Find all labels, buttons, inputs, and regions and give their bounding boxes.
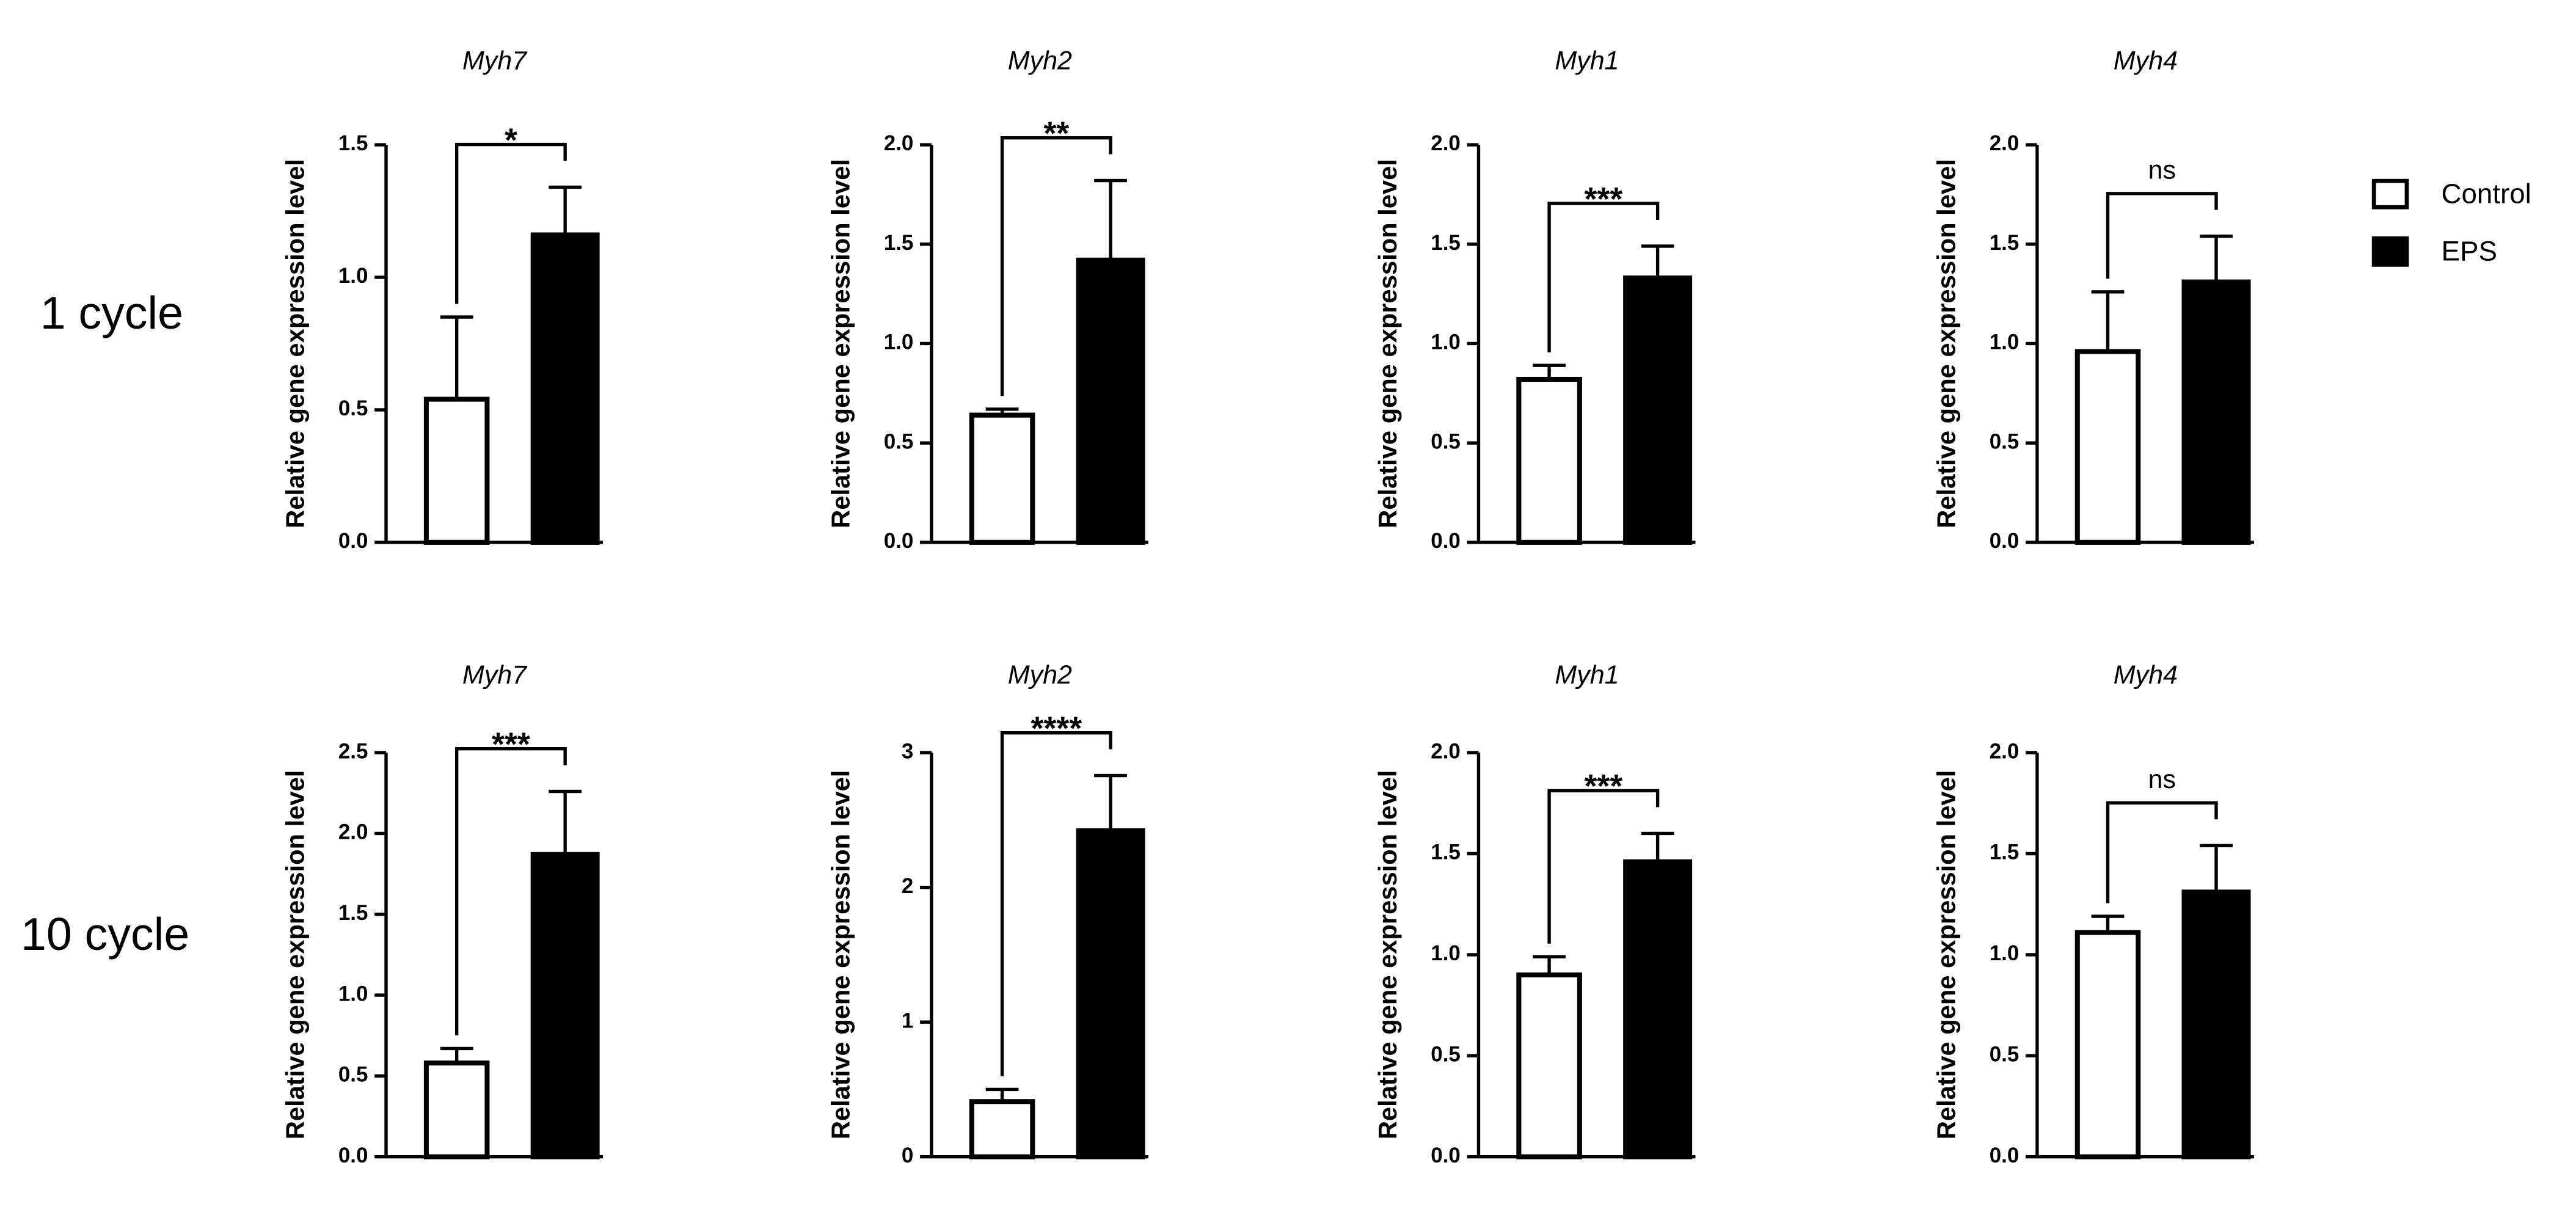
y-tick-label: 2.0: [1990, 131, 2020, 155]
y-tick-label: 2.0: [338, 820, 368, 844]
bar: [423, 396, 490, 545]
y-axis-label: Relative gene expression level: [826, 770, 855, 1140]
chart-title: Myh7: [462, 660, 528, 690]
significance-bracket: [1547, 789, 1660, 944]
y-axis-label: Relative gene expression level: [826, 159, 855, 528]
bar: [2074, 349, 2141, 545]
y-axis-label: Relative gene expression level: [1932, 159, 1960, 528]
y-tick-label: 1.0: [338, 982, 368, 1005]
y-tick-label: 1.5: [338, 131, 368, 155]
legend-label: EPS: [2441, 236, 2497, 267]
y-tick-label: 2.0: [1431, 739, 1461, 763]
y-tick-label: 1: [902, 1009, 913, 1032]
y-tick-label: 0.0: [338, 529, 368, 553]
y-tick-label: 0.0: [884, 529, 914, 553]
y-tick-label: 1.0: [1990, 330, 2020, 354]
chart-title: Myh1: [1555, 660, 1619, 690]
y-tick-label: 1.0: [1990, 941, 2020, 965]
legend-swatch: [2371, 236, 2409, 267]
row-label: 10 cycle: [21, 908, 189, 960]
significance-label: ns: [2148, 156, 2176, 185]
y-tick-label: 0.5: [1990, 429, 2020, 453]
significance-bracket: [1547, 202, 1660, 352]
significance-bracket: [1000, 731, 1112, 1076]
bar: [1076, 257, 1145, 545]
y-tick-label: 1.0: [1431, 941, 1461, 965]
significance-bracket: [454, 746, 567, 1035]
y-axis-label: Relative gene expression level: [1932, 770, 1960, 1140]
y-tick-label: 2.0: [884, 131, 914, 155]
y-tick-label: 0.5: [1431, 429, 1461, 453]
chart-title: Myh2: [1008, 660, 1072, 690]
row-label: 1 cycle: [40, 287, 183, 338]
bar: [1623, 859, 1693, 1159]
y-tick-label: 2.5: [338, 739, 368, 763]
y-tick-label: 1.0: [338, 264, 368, 288]
y-tick-label: 1.5: [338, 901, 368, 925]
significance-bracket: [1000, 136, 1112, 396]
y-tick-label: 1.5: [1990, 841, 2020, 864]
y-tick-label: 1.5: [884, 231, 914, 255]
y-tick-label: 1.5: [1990, 231, 2020, 255]
y-tick-label: 0.0: [1990, 529, 2020, 553]
significance-label: **: [1043, 115, 1069, 151]
y-tick-label: 0.5: [884, 429, 914, 453]
y-tick-label: 0.0: [1431, 1144, 1461, 1167]
significance-label: *: [505, 122, 517, 158]
y-tick-label: 1.5: [1431, 841, 1461, 864]
bar: [423, 1060, 490, 1159]
bar: [1076, 828, 1145, 1159]
y-tick-label: 0.5: [1990, 1043, 2020, 1067]
bar: [2181, 279, 2251, 545]
y-tick-label: 2.0: [1990, 739, 2020, 763]
bar: [2074, 930, 2141, 1159]
bar: [1516, 972, 1582, 1159]
significance-label: ***: [1584, 768, 1622, 805]
significance-label: ns: [2148, 765, 2176, 794]
y-axis-label: Relative gene expression level: [281, 770, 310, 1140]
bar: [1623, 275, 1693, 545]
significance-bracket: [2106, 192, 2218, 279]
bar: [2181, 889, 2251, 1159]
y-tick-label: 0.0: [1431, 529, 1461, 553]
y-tick-label: 0.5: [338, 1063, 368, 1087]
chart-title: Myh2: [1008, 46, 1072, 75]
significance-bracket: [2106, 801, 2218, 903]
bar: [1516, 376, 1582, 545]
y-tick-label: 0.0: [1990, 1144, 2020, 1167]
y-tick-label: 0.5: [338, 396, 368, 420]
legend: Control EPS: [2371, 178, 2531, 267]
chart-title: Myh4: [2114, 46, 2178, 75]
y-tick-label: 3: [902, 739, 913, 763]
chart-title: Myh4: [2114, 660, 2178, 690]
significance-label: ****: [1031, 710, 1082, 746]
significance-bracket: [454, 142, 567, 304]
y-tick-label: 0.0: [338, 1144, 368, 1167]
y-tick-label: 0.5: [1431, 1043, 1461, 1067]
significance-label: ***: [1584, 181, 1622, 217]
chart-title: Myh1: [1555, 46, 1619, 75]
y-tick-label: 1.0: [1431, 330, 1461, 354]
y-tick-label: 1.0: [884, 330, 914, 354]
y-tick-label: 0: [902, 1144, 913, 1167]
y-tick-label: 2: [902, 874, 913, 898]
chart-title: Myh7: [462, 46, 528, 75]
legend-swatch: [2371, 178, 2409, 210]
legend-label: Control: [2441, 178, 2531, 209]
significance-label: ***: [492, 726, 530, 762]
y-tick-label: 2.0: [1431, 131, 1461, 155]
y-tick-label: 1.5: [1431, 231, 1461, 255]
y-axis-label: Relative gene expression level: [1373, 770, 1402, 1140]
y-axis-label: Relative gene expression level: [281, 159, 310, 528]
bar: [969, 412, 1035, 545]
bar: [530, 852, 600, 1159]
y-axis-label: Relative gene expression level: [1373, 159, 1402, 528]
bar: [969, 1099, 1035, 1159]
bar: [530, 232, 600, 545]
